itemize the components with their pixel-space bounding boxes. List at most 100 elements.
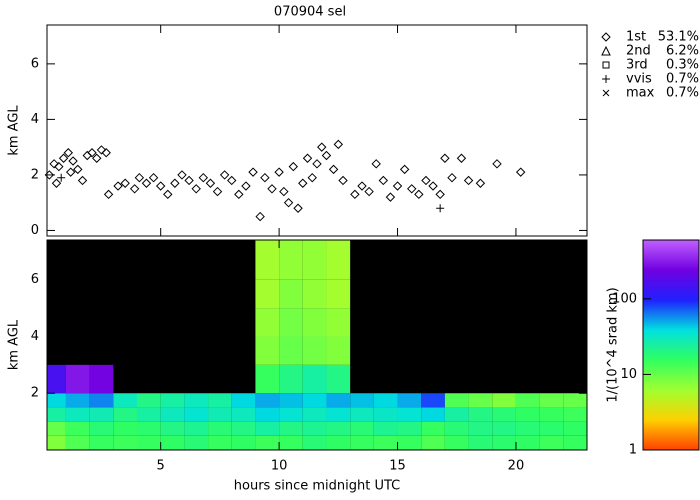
heat-cell xyxy=(113,421,137,436)
heat-cell xyxy=(326,407,351,422)
data-point xyxy=(302,153,313,163)
data-point xyxy=(371,159,381,169)
legend-symbol xyxy=(601,32,611,42)
data-point xyxy=(68,156,78,166)
legend-label: max xyxy=(626,86,655,101)
heat-cell xyxy=(137,407,161,422)
heat-cell xyxy=(373,407,398,422)
heat-cell xyxy=(444,407,469,422)
legend-share: 0.3% xyxy=(666,58,699,73)
heat-cell xyxy=(89,421,114,436)
data-point xyxy=(227,175,237,186)
data-point xyxy=(212,186,223,197)
heat-cell xyxy=(468,407,493,422)
heat-cell xyxy=(539,393,564,408)
heat-cell xyxy=(184,393,209,408)
data-point xyxy=(103,189,114,200)
colorbar-tick-label: 1 xyxy=(629,443,637,458)
legend-symbol xyxy=(602,89,610,97)
heat-cell xyxy=(539,435,564,450)
x-axis-label: hours since midnight UTC xyxy=(234,479,400,494)
heat-cell xyxy=(279,393,303,408)
x-tick-label: 20 xyxy=(508,459,525,474)
heat-cell xyxy=(326,364,351,394)
heat-cell xyxy=(279,407,303,422)
heat-cell xyxy=(326,435,351,450)
heat-cell xyxy=(65,407,90,422)
data-point xyxy=(364,186,374,197)
data-point xyxy=(49,159,59,169)
data-point xyxy=(312,159,322,169)
data-point xyxy=(421,175,431,186)
heat-cell xyxy=(65,393,90,408)
heat-cell xyxy=(492,435,516,450)
heat-cell xyxy=(137,393,161,408)
data-point xyxy=(283,197,294,208)
data-point xyxy=(392,181,403,191)
data-point xyxy=(77,175,88,186)
heat-cell xyxy=(184,421,209,436)
colorbar-label: 1/(10^4 srad km) xyxy=(606,287,621,402)
heat-cell xyxy=(373,435,398,450)
data-point xyxy=(177,170,187,180)
data-point xyxy=(54,161,64,172)
heat-cell xyxy=(326,393,351,408)
heat-cell xyxy=(89,364,114,394)
heat-cell xyxy=(47,421,66,436)
data-point xyxy=(141,178,152,188)
heat-cell xyxy=(255,407,280,422)
heat-cell xyxy=(302,393,327,408)
colorbar-tick-label: 10 xyxy=(620,367,637,382)
data-point xyxy=(205,178,216,188)
legend-label: 1st xyxy=(626,30,646,45)
y-tick-label: 2 xyxy=(31,386,39,401)
heat-cell xyxy=(468,435,493,450)
heat-cell xyxy=(255,393,280,408)
heat-cell xyxy=(373,393,398,408)
data-point xyxy=(255,211,265,222)
heat-cell xyxy=(184,435,209,450)
heat-cell xyxy=(563,435,587,450)
heat-cell xyxy=(89,407,114,422)
data-point xyxy=(267,184,277,194)
data-point xyxy=(338,175,348,186)
heat-cell xyxy=(421,407,445,422)
heat-cell xyxy=(279,421,303,436)
heat-cell xyxy=(302,279,327,309)
heat-cell xyxy=(326,279,351,309)
x-tick-label: 5 xyxy=(157,459,165,474)
heat-cell xyxy=(255,240,280,280)
data-point xyxy=(350,189,360,200)
heat-cell xyxy=(113,407,137,422)
heat-cell xyxy=(563,407,587,422)
heat-cell xyxy=(279,336,303,365)
heat-cell xyxy=(444,393,469,408)
data-point xyxy=(293,203,303,213)
heat-cell xyxy=(468,421,493,436)
heat-cell xyxy=(302,240,327,280)
data-point xyxy=(279,186,289,197)
data-point xyxy=(357,181,367,191)
y-axis-label: km AGL xyxy=(7,319,22,370)
heat-cell xyxy=(47,393,66,408)
legend-symbol xyxy=(602,75,610,83)
heat-cell xyxy=(231,421,256,436)
heat-cell xyxy=(563,421,587,436)
heat-cell xyxy=(47,407,66,422)
heat-cell xyxy=(515,407,540,422)
chart-title: 070904 sel xyxy=(274,5,346,20)
x-tick-label: 15 xyxy=(389,459,406,474)
data-point xyxy=(378,175,389,186)
data-point xyxy=(333,139,344,150)
heat-cell xyxy=(208,435,232,450)
heat-cell xyxy=(302,407,327,422)
data-point xyxy=(260,172,270,183)
data-point xyxy=(148,172,159,183)
heat-cell xyxy=(89,435,114,450)
heat-cell xyxy=(255,279,280,309)
data-point xyxy=(407,184,417,194)
data-point xyxy=(87,148,97,158)
heat-cell xyxy=(137,421,161,436)
heat-cell xyxy=(255,336,280,365)
